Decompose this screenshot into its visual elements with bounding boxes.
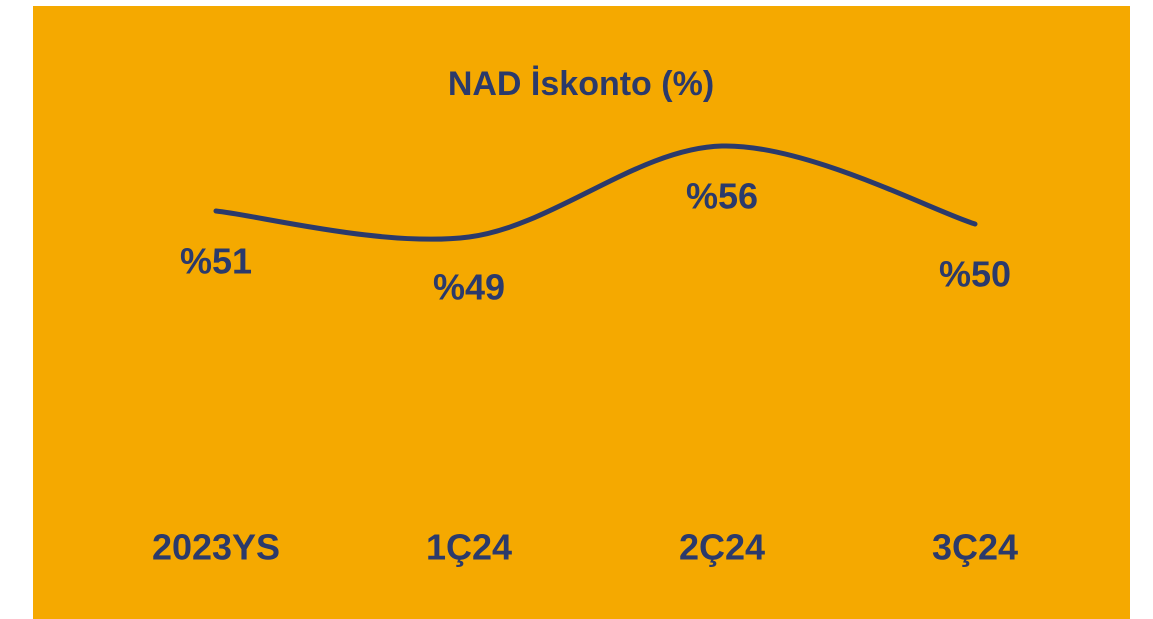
x-tick-label: 3Ç24 [932, 527, 1018, 568]
x-tick-label: 1Ç24 [426, 527, 512, 568]
data-label: %51 [180, 241, 252, 282]
data-label: %50 [939, 254, 1011, 295]
data-label: %56 [686, 176, 758, 217]
chart-title: NAD İskonto (%) [448, 65, 714, 103]
x-tick-label: 2Ç24 [679, 527, 765, 568]
x-tick-label: 2023YS [152, 527, 280, 568]
data-label: %49 [433, 267, 505, 308]
chart-background [33, 6, 1130, 619]
line [213, 143, 978, 242]
